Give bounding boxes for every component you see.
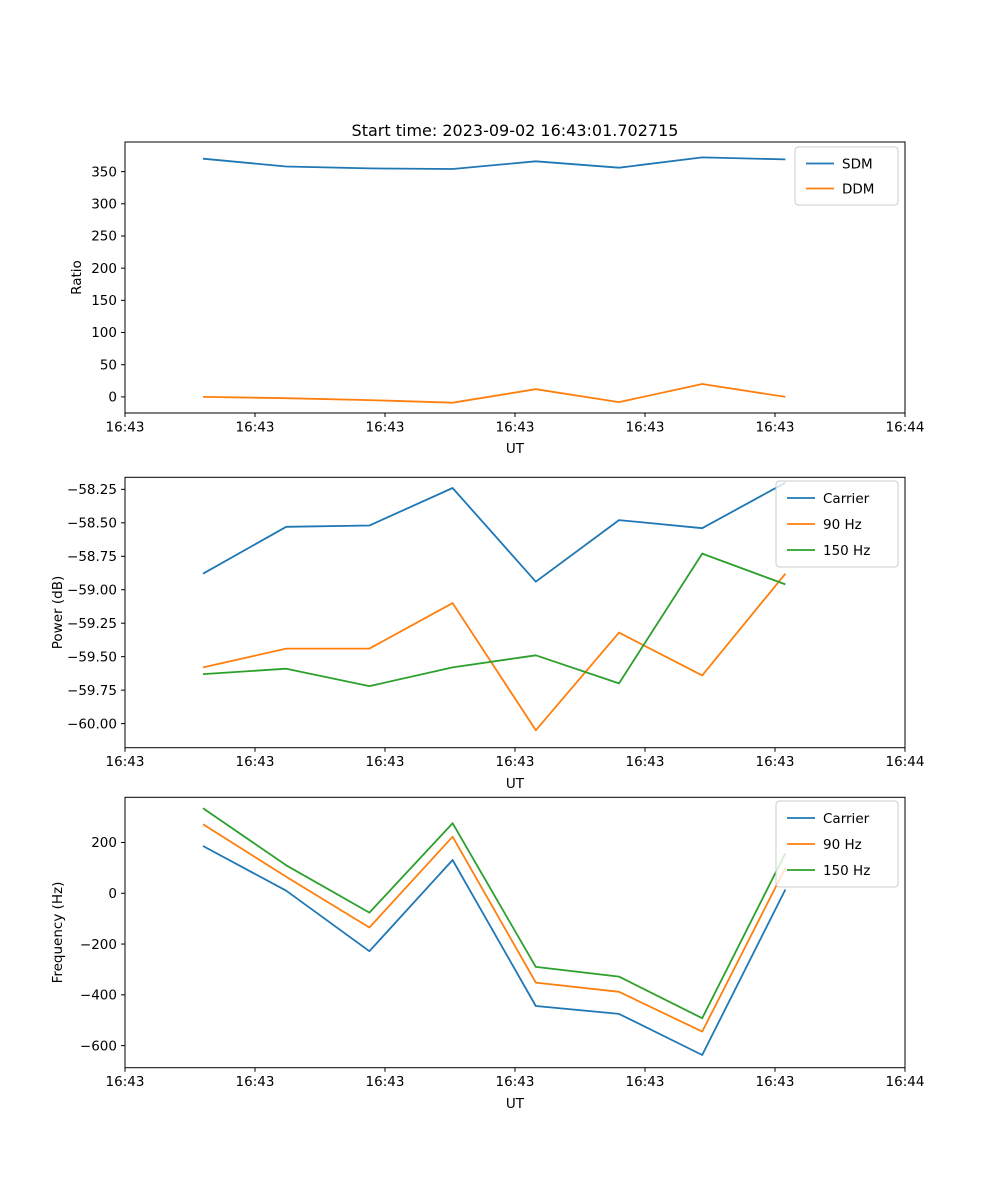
legend: Carrier 90 Hz 150 Hz xyxy=(775,800,899,888)
legend-label: DDM xyxy=(842,181,874,197)
y-tick-label: −59.00 xyxy=(67,582,117,598)
y-tick-label: −60.00 xyxy=(67,716,117,732)
figure-title: Start time: 2023-09-02 16:43:01.702715 xyxy=(352,121,679,140)
y-tick-label: −200 xyxy=(80,937,117,953)
x-tick-label: 16:43 xyxy=(236,420,275,436)
x-tick-label: 16:43 xyxy=(496,1074,535,1090)
y-tick-label: −58.75 xyxy=(67,549,117,565)
legend-label: Carrier xyxy=(823,811,870,827)
y-tick-label: −58.25 xyxy=(67,482,117,498)
x-tick-label: 16:43 xyxy=(496,420,535,436)
y-tick-label: 200 xyxy=(91,835,117,851)
y-tick-label: 150 xyxy=(91,293,117,309)
x-tick-label: 16:43 xyxy=(626,754,665,770)
legend-label: 150 Hz xyxy=(823,543,870,559)
y-tick-label: −58.50 xyxy=(67,516,117,532)
legend: Carrier 90 Hz 150 Hz xyxy=(775,480,899,568)
x-tick-label: 16:43 xyxy=(496,754,535,770)
y-tick-label: 50 xyxy=(100,357,117,373)
x-tick-label: 16:44 xyxy=(886,754,925,770)
x-tick-label: 16:43 xyxy=(626,420,665,436)
charts-layer: 16:43 16:43 16:43 16:43 16:43 16:43 16:44 0 50 10… xyxy=(67,141,925,1090)
legend-label: 90 Hz xyxy=(823,517,862,533)
y-tick-label: −59.25 xyxy=(67,616,117,632)
series-line-90-hz xyxy=(202,573,787,732)
x-tick-label: 16:43 xyxy=(106,754,145,770)
series-line-90-hz xyxy=(202,823,787,1033)
legend-label: SDM xyxy=(842,156,873,172)
y-tick-label: 300 xyxy=(91,196,117,212)
series-line-carrier xyxy=(202,845,787,1056)
y-tick-label: −600 xyxy=(80,1038,117,1054)
y-tick-label: 350 xyxy=(91,164,117,180)
x-axis-label-ut-2: UT xyxy=(506,1096,525,1112)
series-line-carrier xyxy=(202,481,786,583)
axes-spines xyxy=(124,476,906,749)
legend-box xyxy=(775,480,899,568)
y-tick-label: 100 xyxy=(91,325,117,341)
chart-1: 16:43 16:43 16:43 16:43 16:43 16:43 16:44 −58.2… xyxy=(67,476,925,770)
y-axis-label-power: Power (dB) xyxy=(50,576,66,649)
x-tick-label: 16:43 xyxy=(106,1074,145,1090)
x-tick-label: 16:43 xyxy=(236,754,275,770)
y-tick-label: 250 xyxy=(91,229,117,245)
legend-label: Carrier xyxy=(823,491,870,507)
x-axis-label-ut-1: UT xyxy=(506,776,525,792)
y-tick-label: 0 xyxy=(108,886,117,902)
y-tick-label: −400 xyxy=(80,988,117,1004)
x-tick-label: 16:43 xyxy=(236,1074,275,1090)
series-line-ddm xyxy=(202,383,786,404)
x-tick-label: 16:43 xyxy=(366,754,405,770)
y-tick-label: −59.50 xyxy=(67,649,117,665)
legend-label: 150 Hz xyxy=(823,863,870,879)
x-tick-label: 16:44 xyxy=(886,1074,925,1090)
x-tick-label: 16:44 xyxy=(886,420,925,436)
x-tick-label: 16:43 xyxy=(756,754,795,770)
x-tick-label: 16:43 xyxy=(626,1074,665,1090)
series-line-150-hz xyxy=(202,807,787,1020)
y-tick-label: −59.75 xyxy=(67,683,117,699)
x-tick-label: 16:43 xyxy=(756,420,795,436)
chart-2: 16:43 16:43 16:43 16:43 16:43 16:43 16:44 −600 −… xyxy=(80,796,925,1090)
x-axis-label-ut-0: UT xyxy=(506,441,525,457)
x-tick-label: 16:43 xyxy=(756,1074,795,1090)
series-line-150-hz xyxy=(202,552,786,687)
x-tick-label: 16:43 xyxy=(366,420,405,436)
y-tick-label: 0 xyxy=(108,390,117,406)
axes-spines xyxy=(124,141,906,414)
legend-label: 90 Hz xyxy=(823,837,862,853)
y-axis-label-ratio: Ratio xyxy=(69,260,85,295)
x-tick-label: 16:43 xyxy=(106,420,145,436)
x-tick-label: 16:43 xyxy=(366,1074,405,1090)
series-line-sdm xyxy=(202,156,786,170)
chart-0: 16:43 16:43 16:43 16:43 16:43 16:43 16:44 0 50 10… xyxy=(91,141,925,436)
legend-box xyxy=(775,800,899,888)
legend-box xyxy=(794,146,899,206)
legend: SDM DDM xyxy=(794,146,899,206)
y-tick-label: 200 xyxy=(91,261,117,277)
y-axis-label-frequency: Frequency (Hz) xyxy=(50,882,66,984)
